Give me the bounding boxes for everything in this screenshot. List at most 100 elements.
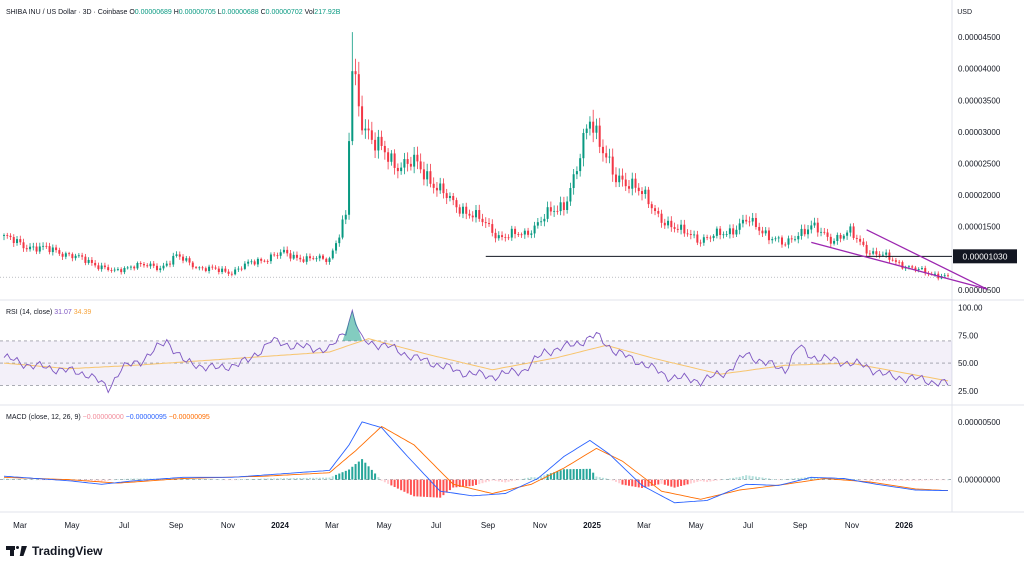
candle-body bbox=[250, 261, 253, 263]
macd-histogram-bar bbox=[631, 479, 634, 487]
candle-body bbox=[315, 258, 318, 260]
candle-body bbox=[794, 239, 797, 241]
macd-histogram-bar bbox=[927, 479, 930, 481]
macd-histogram-bar bbox=[644, 479, 647, 488]
macd-histogram-bar bbox=[19, 479, 22, 480]
price-tick-label: 0.00003000 bbox=[958, 128, 1001, 137]
candle-body bbox=[549, 207, 552, 212]
macd-line bbox=[3, 421, 948, 504]
time-tick-label: Jul bbox=[743, 521, 753, 530]
macd-histogram-bar bbox=[933, 479, 936, 481]
macd-histogram-bar bbox=[657, 479, 660, 485]
candle-body bbox=[478, 210, 481, 219]
candle-body bbox=[667, 220, 670, 226]
time-tick-label: Jul bbox=[431, 521, 441, 530]
candle-body bbox=[299, 257, 302, 260]
macd-histogram-bar bbox=[641, 479, 644, 488]
macd-histogram-bar bbox=[875, 479, 878, 481]
candle-body bbox=[849, 226, 852, 233]
candle-body bbox=[741, 219, 744, 224]
candle-body bbox=[722, 234, 725, 236]
support-price-label: 0.00001030 bbox=[963, 251, 1008, 261]
candle-body bbox=[728, 228, 731, 235]
rsi-legend-label: RSI (14, close) bbox=[6, 309, 53, 316]
macd-histogram-bar bbox=[201, 479, 204, 480]
macd-histogram-bar bbox=[396, 479, 399, 489]
macd-histogram-bar bbox=[621, 479, 624, 485]
macd-histogram-bar bbox=[100, 479, 103, 482]
macd-histogram-bar bbox=[302, 477, 305, 480]
tradingview-logo[interactable]: TradingView bbox=[6, 544, 102, 558]
open-label: O bbox=[129, 9, 135, 16]
macd-histogram-bar bbox=[400, 479, 403, 491]
macd-histogram-bar bbox=[510, 479, 513, 482]
macd-histogram-bar bbox=[416, 479, 419, 497]
macd-histogram-bar bbox=[328, 477, 331, 480]
candle-body bbox=[855, 237, 858, 239]
macd-histogram-bar bbox=[273, 478, 276, 480]
candle-body bbox=[302, 259, 305, 262]
candle-body bbox=[533, 225, 536, 234]
macd-histogram-bar bbox=[540, 476, 543, 480]
candle-body bbox=[227, 271, 230, 274]
candle-body bbox=[657, 211, 660, 214]
macd-histogram-bar bbox=[230, 479, 233, 481]
time-tick-label: Nov bbox=[221, 521, 235, 530]
macd-histogram-bar bbox=[667, 479, 670, 486]
candle-body bbox=[566, 201, 569, 211]
macd-histogram-bar bbox=[855, 479, 858, 480]
macd-histogram-bar bbox=[810, 476, 813, 480]
macd-histogram-bar bbox=[794, 478, 797, 480]
macd-histogram-bar bbox=[419, 479, 422, 497]
candle-body bbox=[881, 254, 884, 256]
candle-body bbox=[933, 273, 936, 275]
candle-body bbox=[891, 259, 894, 261]
macd-histogram-bar bbox=[455, 479, 458, 488]
macd-histogram-bar bbox=[234, 479, 237, 481]
candle-body bbox=[383, 145, 386, 153]
macd-histogram-bar bbox=[126, 478, 129, 480]
candle-body bbox=[709, 237, 712, 239]
candle-body bbox=[308, 256, 311, 259]
macd-legend-macd: −0.00000095 bbox=[125, 414, 167, 421]
macd-histogram-bar bbox=[432, 479, 435, 498]
candle-body bbox=[777, 237, 780, 239]
candle-body bbox=[914, 267, 917, 270]
macd-histogram-bar bbox=[478, 479, 481, 485]
macd-histogram-bar bbox=[97, 479, 100, 482]
candle-body bbox=[872, 251, 875, 254]
macd-histogram-bar bbox=[797, 478, 800, 480]
candle-body bbox=[139, 263, 142, 265]
candle-body bbox=[103, 265, 106, 268]
candle-body bbox=[136, 263, 139, 269]
low-label: L bbox=[217, 9, 222, 16]
macd-histogram-bar bbox=[634, 479, 637, 487]
candle-body bbox=[839, 234, 842, 239]
candle-body bbox=[48, 246, 51, 253]
candle-body bbox=[185, 258, 188, 261]
candle-body bbox=[172, 255, 175, 265]
macd-histogram-bar bbox=[823, 479, 826, 480]
macd-histogram-bar bbox=[784, 479, 787, 480]
candle-body bbox=[9, 235, 12, 238]
macd-histogram-bar bbox=[722, 479, 725, 480]
candle-body bbox=[16, 239, 19, 244]
macd-histogram-bar bbox=[868, 479, 871, 481]
candle-body bbox=[116, 269, 119, 270]
macd-histogram-bar bbox=[439, 479, 442, 498]
macd-histogram-bar bbox=[865, 479, 868, 481]
candle-body bbox=[422, 169, 425, 180]
candle-body bbox=[527, 230, 530, 235]
macd-histogram-bar bbox=[937, 479, 940, 481]
candle-body bbox=[260, 258, 263, 261]
macd-histogram-bar bbox=[110, 479, 113, 481]
macd-histogram-bar bbox=[748, 475, 751, 480]
candle-body bbox=[396, 167, 399, 172]
macd-histogram-bar bbox=[764, 478, 767, 480]
macd-histogram-bar bbox=[16, 479, 19, 480]
macd-histogram-bar bbox=[488, 479, 491, 482]
candle-body bbox=[810, 225, 813, 230]
candle-body bbox=[494, 232, 497, 239]
symbol-title: SHIBA INU / US Dollar · 3D · Coinbase bbox=[6, 9, 128, 16]
candle-body bbox=[735, 229, 738, 235]
